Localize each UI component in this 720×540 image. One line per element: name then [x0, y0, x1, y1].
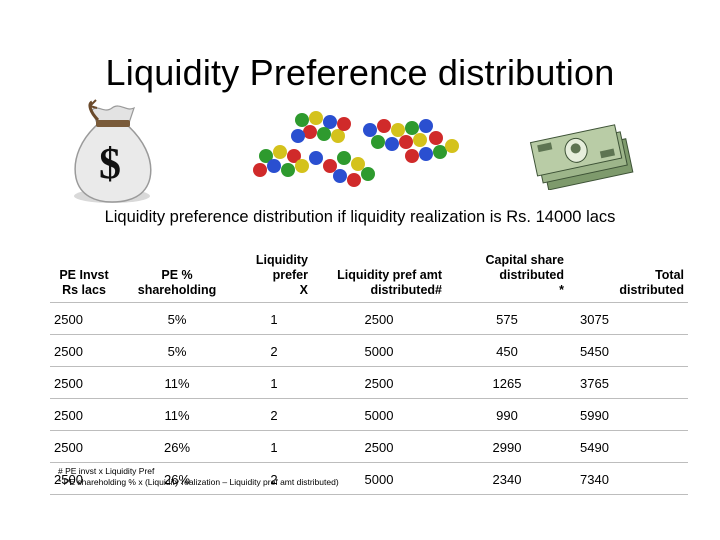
dollar-symbol: $ [99, 139, 121, 188]
table-row: 2500 11% 1 2500 1265 3765 [50, 366, 688, 399]
push-pins-icon [253, 111, 459, 187]
cell-pe-invst: 2500 [50, 430, 118, 463]
cell-total-distributed: 3075 [568, 302, 688, 335]
cell-total-distributed: 7340 [568, 462, 688, 495]
header-liquidity-prefer: Liquidity prefer X [236, 245, 312, 303]
cell-pe-shareholding: 5% [118, 334, 236, 367]
cell-liquidity-prefer: 1 [236, 366, 312, 399]
header-pe-invst: PE Invst Rs lacs [50, 245, 118, 303]
table-row: 2500 11% 2 5000 990 5990 [50, 398, 688, 431]
cell-capital-share: 990 [446, 398, 568, 431]
table-header-row: PE Invst Rs lacs PE % shareholding Liqui… [50, 245, 688, 303]
slide-title: Liquidity Preference distribution [105, 52, 615, 93]
header-capital-share: Capital share distributed * [446, 245, 568, 303]
cell-pe-invst: 2500 [50, 366, 118, 399]
cell-liquidity-prefer: 1 [236, 302, 312, 335]
cell-capital-share: 1265 [446, 366, 568, 399]
table-row: 2500 26% 1 2500 2990 5490 [50, 430, 688, 463]
cell-capital-share: 2340 [446, 462, 568, 495]
cell-total-distributed: 5990 [568, 398, 688, 431]
header-total-distributed: Total distributed [568, 245, 688, 303]
money-bag-icon: $ [74, 99, 152, 203]
cell-pe-shareholding: 26% [118, 462, 236, 495]
banknote-stack-icon [529, 124, 634, 190]
header-liquidity-pref-amt: Liquidity pref amt distributed# [312, 245, 446, 303]
cell-pe-shareholding: 11% [118, 366, 236, 399]
table-row: 2500 26% 2 5000 2340 7340 [50, 462, 688, 495]
cell-total-distributed: 5450 [568, 334, 688, 367]
cell-total-distributed: 3765 [568, 366, 688, 399]
cell-pe-shareholding: 11% [118, 398, 236, 431]
subtitle: Liquidity preference distribution if liq… [104, 208, 616, 226]
cell-capital-share: 575 [446, 302, 568, 335]
cell-total-distributed: 5490 [568, 430, 688, 463]
cell-liquidity-prefer: 2 [236, 462, 312, 495]
cell-pe-invst: 2500 [50, 462, 118, 495]
cell-liquidity-prefer: 1 [236, 430, 312, 463]
distribution-table: PE Invst Rs lacs PE % shareholding Liqui… [50, 245, 688, 495]
table-row: 2500 5% 2 5000 450 5450 [50, 334, 688, 367]
cell-liquidity-pref-amt: 5000 [312, 462, 446, 495]
header-pe-shareholding: PE % shareholding [118, 245, 236, 303]
cell-liquidity-pref-amt: 2500 [312, 302, 446, 335]
table-row: 2500 5% 1 2500 575 3075 [50, 302, 688, 335]
cell-liquidity-prefer: 2 [236, 398, 312, 431]
cell-liquidity-pref-amt: 2500 [312, 430, 446, 463]
cell-liquidity-pref-amt: 2500 [312, 366, 446, 399]
cell-liquidity-pref-amt: 5000 [312, 398, 446, 431]
footnote-liquidity-pref: # PE invst x Liquidity Pref [58, 466, 155, 476]
footnote-capital-share: * PE shareholding % x (Liquidity realiza… [58, 476, 339, 487]
footnotes: # PE invst x Liquidity Pref * PE shareho… [58, 466, 339, 487]
cell-liquidity-pref-amt: 5000 [312, 334, 446, 367]
cell-pe-invst: 2500 [50, 334, 118, 367]
cell-capital-share: 2990 [446, 430, 568, 463]
cell-capital-share: 450 [446, 334, 568, 367]
cell-pe-invst: 2500 [50, 398, 118, 431]
cell-liquidity-prefer: 2 [236, 334, 312, 367]
cell-pe-shareholding: 26% [118, 430, 236, 463]
cell-pe-shareholding: 5% [118, 302, 236, 335]
cell-pe-invst: 2500 [50, 302, 118, 335]
